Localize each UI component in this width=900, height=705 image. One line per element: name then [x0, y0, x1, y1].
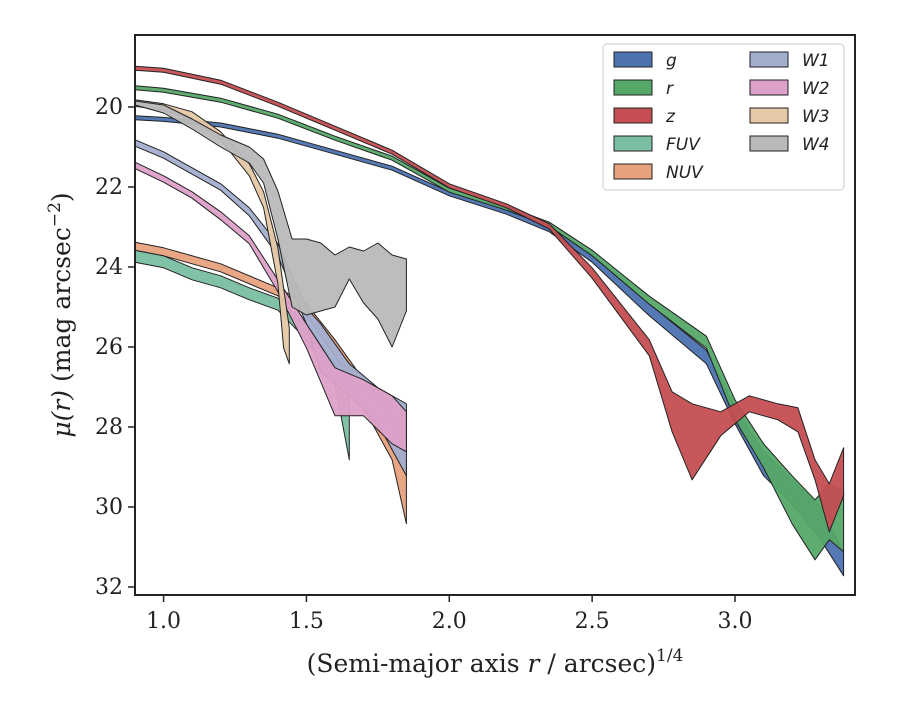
- legend-swatch-g: [613, 51, 653, 68]
- legend-swatch-w3: [749, 107, 789, 124]
- y-axis: 20 22 24 26 28 30 32: [95, 95, 135, 600]
- series-band-z: [134, 65, 845, 533]
- series-band-w1: [134, 139, 407, 477]
- y-tick-label: 28: [95, 415, 123, 440]
- x-tick-label: 3.0: [718, 609, 753, 634]
- legend-label-nuv: NUV: [666, 163, 704, 183]
- x-axis: 1.0 1.5 2.0 2.5 3.0: [146, 595, 753, 634]
- plot-frame: [134, 34, 856, 596]
- legend-label-fuv: FUV: [666, 135, 701, 155]
- legend-swatch-w4: [749, 135, 789, 152]
- legend-swatch-r: [613, 79, 653, 96]
- legend-label-r: r: [666, 79, 674, 99]
- series-layer: [134, 65, 845, 577]
- legend-swatch-fuv: [613, 135, 653, 152]
- legend-label-z: z: [665, 107, 676, 127]
- series-band-fuv: [134, 249, 350, 461]
- x-axis-label: (Semi-major axis r / arcsec)1/4: [307, 646, 684, 678]
- x-tick-label: 2.5: [575, 609, 610, 634]
- legend-label-w4: W4: [802, 135, 830, 155]
- x-tick-label: 2.0: [432, 609, 467, 634]
- y-tick-label: 22: [95, 175, 123, 200]
- legend-label-w1: W1: [802, 51, 830, 71]
- x-tick-label: 1.0: [146, 609, 181, 634]
- y-axis-label: μ(r) (mag arcsec−2): [45, 192, 76, 437]
- y-tick-label: 24: [95, 255, 123, 280]
- y-tick-label: 26: [95, 335, 123, 360]
- series-band-w4: [134, 100, 407, 348]
- legend: grz FUV NUV W1 W2 W3 W4: [602, 43, 845, 191]
- series-band-g: [134, 115, 845, 577]
- legend-label-w2: W2: [802, 79, 830, 99]
- y-tick-label: 32: [95, 575, 123, 600]
- legend-swatch-z: [613, 107, 653, 124]
- legend-label-g: g: [666, 51, 677, 71]
- legend-swatch-w2: [749, 79, 789, 96]
- y-tick-label: 20: [95, 95, 123, 120]
- y-tick-label: 30: [95, 495, 123, 520]
- legend-swatch-w1: [749, 51, 789, 68]
- legend-swatch-nuv: [613, 163, 653, 180]
- legend-label-w3: W3: [802, 107, 830, 127]
- x-tick-label: 1.5: [289, 609, 324, 634]
- series-band-w2: [134, 161, 407, 453]
